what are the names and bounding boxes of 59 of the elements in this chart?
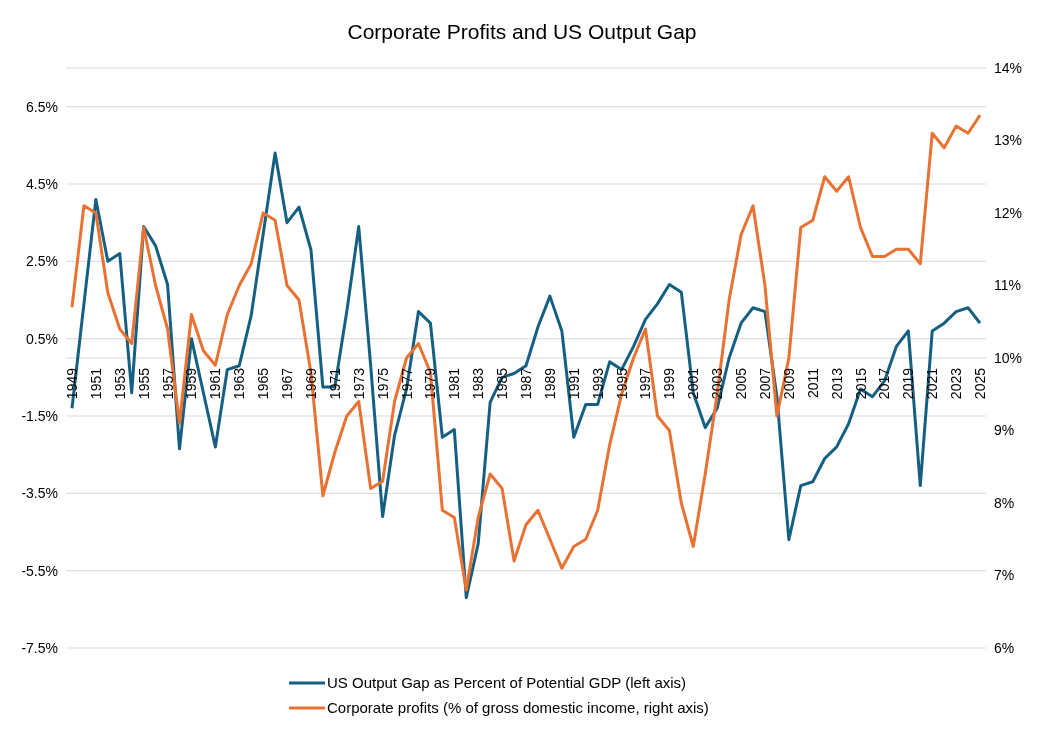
y-tick-label: 4.5% (26, 175, 58, 192)
x-tick-label: 1999 (661, 367, 678, 400)
x-tick-label: 2023 (948, 367, 965, 400)
x-tick-label: 1983 (470, 367, 487, 400)
x-tick-label: 2025 (972, 367, 989, 400)
x-tick-label: 1995 (613, 367, 630, 400)
y-tick-label: 0.5% (26, 330, 58, 347)
x-tick-label: 1965 (255, 367, 272, 400)
x-tick-label: 1991 (565, 367, 582, 400)
x-tick-label: 1989 (541, 367, 558, 400)
y-tick-label: 6.5% (26, 98, 58, 115)
y-tick-label: -3.5% (21, 485, 58, 502)
y2-tick-label: 13% (994, 132, 1023, 149)
y2-tick-label: 7% (994, 567, 1015, 584)
x-tick-label: 1993 (589, 367, 606, 400)
x-tick-label: 2009 (780, 367, 797, 400)
y-tick-label: -5.5% (21, 562, 58, 579)
x-tick-label: 1971 (326, 367, 343, 400)
x-tick-label: 2017 (876, 367, 893, 400)
y2-tick-label: 10% (994, 349, 1023, 366)
legend-label: US Output Gap as Percent of Potential GDP (left axis) (327, 674, 687, 691)
x-tick-label: 1963 (231, 367, 248, 400)
y-tick-label: 2.5% (26, 253, 58, 270)
y2-tick-label: 12% (994, 204, 1023, 221)
x-tick-label: 2013 (828, 367, 845, 400)
y2-tick-label: 9% (994, 422, 1015, 439)
x-tick-label: 1951 (87, 367, 104, 400)
x-tick-label: 1973 (350, 367, 367, 400)
y-tick-label: -7.5% (21, 639, 58, 656)
x-tick-label: 2019 (900, 367, 917, 400)
x-tick-label: 1949 (63, 367, 80, 400)
x-tick-label: 1979 (422, 367, 439, 400)
x-tick-label: 2005 (733, 367, 750, 400)
x-tick-label: 1959 (183, 367, 200, 400)
x-tick-label: 1975 (374, 367, 391, 400)
x-tick-label: 2015 (852, 367, 869, 400)
y2-tick-label: 6% (994, 639, 1015, 656)
x-tick-label: 2003 (709, 367, 726, 400)
chart-title: Corporate Profits and US Output Gap (346, 20, 698, 44)
x-tick-label: 1997 (637, 367, 654, 400)
x-tick-label: 2011 (804, 367, 821, 399)
x-tick-label: 1961 (207, 367, 224, 400)
x-tick-label: 1967 (279, 367, 296, 400)
x-tick-label: 1969 (302, 367, 319, 400)
y2-tick-label: 14% (994, 59, 1023, 76)
x-tick-label: 1955 (135, 367, 152, 400)
y-tick-label: -1.5% (21, 407, 58, 424)
x-tick-label: 1987 (518, 367, 534, 400)
x-tick-label: 1953 (111, 367, 128, 400)
y2-tick-label: 8% (994, 494, 1015, 511)
legend-label: Corporate profits (% of gross domestic income, right axis) (327, 699, 709, 716)
x-tick-label: 2021 (924, 367, 941, 400)
x-tick-label: 1985 (494, 367, 511, 400)
x-tick-label: 2001 (685, 367, 702, 400)
x-tick-label: 1957 (159, 367, 176, 400)
x-tick-label: 1981 (446, 367, 463, 400)
x-tick-label: 1977 (398, 367, 415, 400)
x-tick-label: 2007 (756, 367, 773, 400)
y2-tick-label: 11% (994, 277, 1021, 294)
